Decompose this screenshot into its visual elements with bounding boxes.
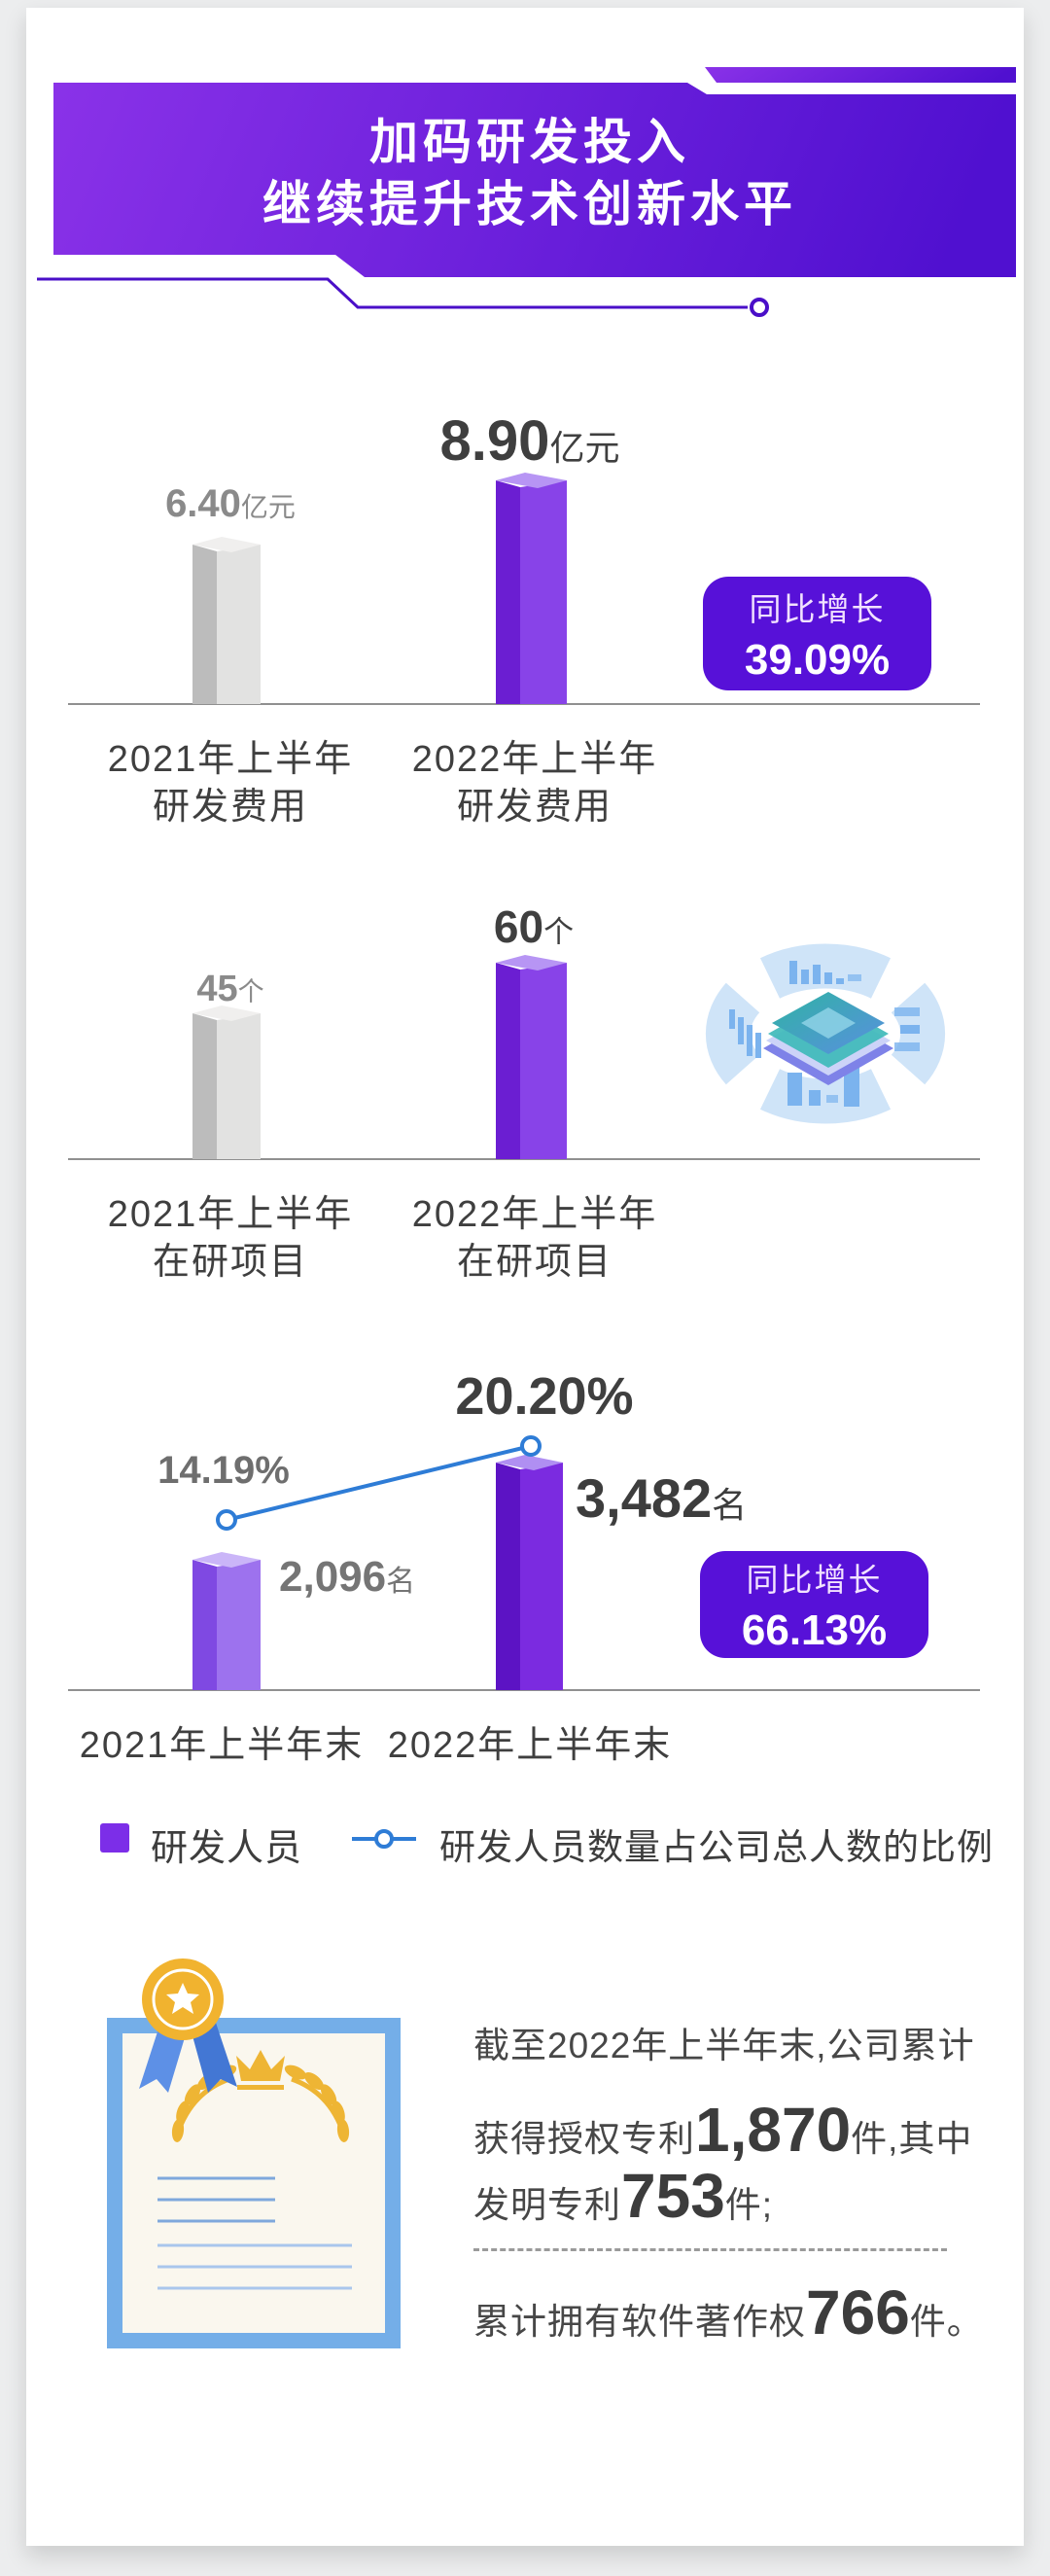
software-copyright-count: 766 (806, 2277, 910, 2347)
chart1-label-2021-line2: 研发费用 (152, 787, 308, 828)
chart3-label-2021: 2021年上半年末 (79, 1725, 365, 1766)
crown-icon (236, 2050, 285, 2090)
page-title-line1: 加码研发投入 (369, 115, 690, 169)
chart3-ratio-line (216, 1435, 542, 1531)
chart2-label-2021-line1: 2021年上半年 (107, 1194, 354, 1235)
chart2-bar-2022 (496, 955, 567, 1159)
legend-line-label: 研发人员数量占公司总人数的比例 (439, 1827, 994, 1867)
medal-ribbon-right (192, 2023, 237, 2093)
chart3-ratio-2021: 14.19% (158, 1449, 290, 1492)
chart1-label-2021-line1: 2021年上半年 (107, 739, 354, 780)
chart3-growth-caption: 同比增长 (746, 1562, 883, 1598)
legend-bar-swatch (100, 1823, 129, 1853)
patents-dashed-divider (473, 2248, 947, 2251)
chart2-label-2021-line2: 在研项目 (152, 1242, 308, 1283)
certificate-icon (107, 1958, 401, 2348)
chart1-label-2022-line2: 研发费用 (456, 787, 612, 828)
chart3-bar-2022 (496, 1455, 563, 1690)
patents-line1: 截至2022年上半年末,公司累计 (473, 2026, 975, 2065)
chart1-value-2021: 6.40亿元 (165, 482, 296, 525)
chart1-value-2022: 8.90亿元 (439, 409, 620, 473)
chart3-bar-2021 (192, 1552, 261, 1690)
chart2-label-2022-line2: 在研项目 (456, 1242, 612, 1283)
chart1-bars (68, 473, 980, 705)
chart3-ratio-2022: 20.20% (455, 1367, 634, 1426)
chart1-growth-badge: 同比增长 39.09% (703, 577, 931, 690)
chip-icon (705, 943, 946, 1124)
chart1-growth-caption: 同比增长 (749, 590, 886, 627)
chart3-growth-badge: 同比增长 66.13% (700, 1551, 928, 1658)
chart1-growth-value: 39.09% (744, 635, 891, 684)
chart3-bars (68, 1435, 980, 1691)
patents-line4: 累计拥有软件著作权766件。 (473, 2277, 984, 2347)
chart3-value-2022: 3,482名 (576, 1467, 748, 1529)
legend-bar-label: 研发人员 (151, 1828, 303, 1869)
medal-icon (142, 1958, 224, 2040)
chip-core (763, 992, 893, 1085)
deco-circuit-line (37, 277, 748, 309)
chart3-growth-value: 66.13% (741, 1606, 888, 1654)
banner-accent-strip (705, 67, 1016, 83)
banner-shape (53, 83, 1016, 277)
chart3-label-2022: 2022年上半年末 (387, 1725, 673, 1766)
chart2-bar-2021 (192, 1006, 261, 1159)
page-title-line2: 继续提升技术创新水平 (262, 177, 797, 231)
chart1-bar-2021 (192, 537, 261, 704)
patents-line3: 发明专利753件; (473, 2161, 774, 2231)
header-banner-graphic (37, 67, 1016, 317)
chart2-value-2022: 60个 (493, 901, 575, 952)
chart2-label-2022-line1: 2022年上半年 (411, 1194, 658, 1235)
chart2-value-2021: 45个 (196, 969, 264, 1009)
chart3-value-2021: 2,096名 (279, 1553, 416, 1601)
chart1-label-2022-line1: 2022年上半年 (411, 739, 658, 780)
deco-circuit-node (750, 298, 769, 317)
legend-line-marker-icon (352, 1829, 416, 1849)
patents-granted-count: 1,870 (695, 2095, 852, 2165)
chart2-bars (68, 955, 980, 1160)
chart1-bar-2022 (496, 473, 567, 704)
patents-invention-count: 753 (621, 2161, 725, 2231)
patents-line2: 获得授权专利1,870件,其中 (473, 2095, 973, 2165)
medal-ribbon-left (139, 2023, 186, 2093)
